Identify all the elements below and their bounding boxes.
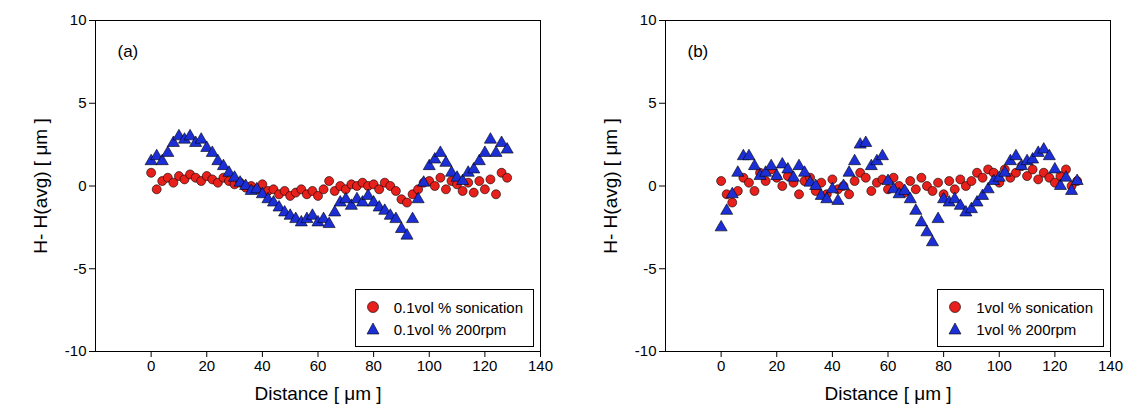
- svg-text:60: 60: [310, 357, 327, 374]
- svg-text:(a): (a): [118, 42, 139, 61]
- svg-text:40: 40: [254, 357, 271, 374]
- svg-text:(b): (b): [688, 42, 709, 61]
- svg-text:140: 140: [1098, 357, 1123, 374]
- svg-text:H- H(avg) [ μm ]: H- H(avg) [ μm ]: [600, 118, 621, 254]
- svg-text:-5: -5: [643, 260, 656, 277]
- html-text:1vol % sonication: 1vol % sonication: [976, 298, 1093, 316]
- svg-text:Distance [ μm ]: Distance [ μm ]: [254, 383, 381, 404]
- svg-text:60: 60: [880, 357, 897, 374]
- svg-text:10: 10: [70, 11, 87, 28]
- svg-text:100: 100: [417, 357, 442, 374]
- svg-text:0: 0: [147, 357, 155, 374]
- svg-text:80: 80: [935, 357, 952, 374]
- html-text:0.1vol % sonication: 0.1vol % sonication: [393, 298, 523, 316]
- svg-text:-5: -5: [73, 260, 86, 277]
- svg-text:5: 5: [648, 94, 656, 111]
- svg-text:0: 0: [648, 177, 656, 194]
- svg-text:120: 120: [472, 357, 497, 374]
- svg-text:80: 80: [365, 357, 382, 374]
- svg-text:H- H(avg) [ μm ]: H- H(avg) [ μm ]: [30, 118, 51, 254]
- svg-text:0: 0: [717, 357, 725, 374]
- svg-text:0: 0: [78, 177, 86, 194]
- svg-text:40: 40: [824, 357, 841, 374]
- svg-text:10: 10: [640, 11, 657, 28]
- svg-text:120: 120: [1042, 357, 1067, 374]
- html-text:1vol % 200rpm: 1vol % 200rpm: [976, 320, 1077, 338]
- svg-text:-10: -10: [635, 342, 657, 359]
- svg-text:5: 5: [78, 94, 86, 111]
- html-text:0.1vol % 200rpm: 0.1vol % 200rpm: [393, 320, 507, 338]
- svg-text:Distance [ μm ]: Distance [ μm ]: [824, 383, 951, 404]
- svg-text:20: 20: [768, 357, 785, 374]
- svg-text:100: 100: [987, 357, 1012, 374]
- svg-text:-10: -10: [65, 342, 87, 359]
- svg-text:20: 20: [198, 357, 215, 374]
- svg-text:140: 140: [528, 357, 553, 374]
